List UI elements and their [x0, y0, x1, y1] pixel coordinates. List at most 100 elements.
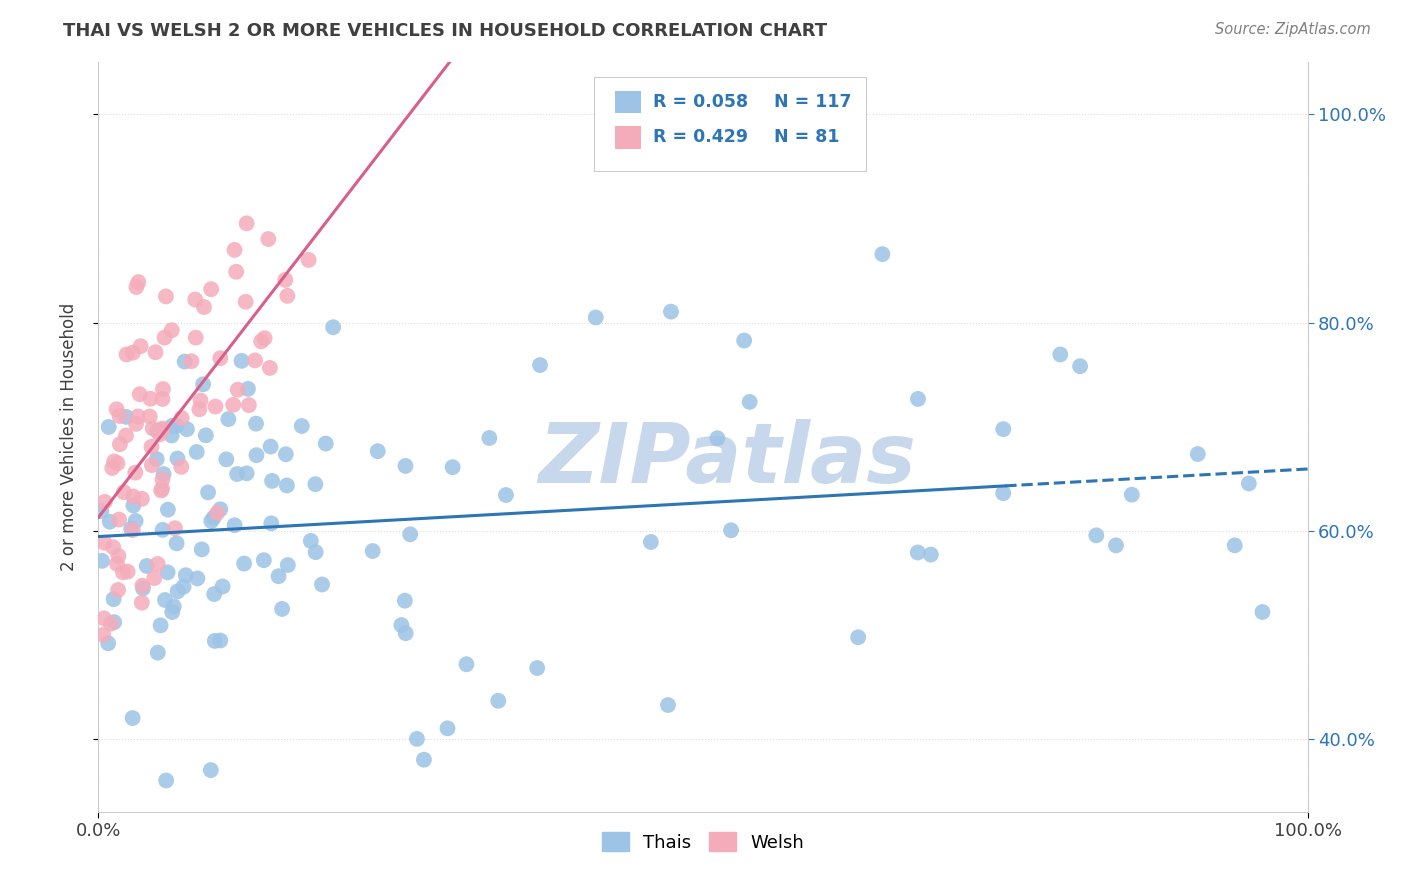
Point	[176, 422, 198, 436]
Point	[1085, 528, 1108, 542]
Point	[399, 527, 422, 541]
Point	[115, 347, 138, 361]
Point	[253, 331, 276, 345]
Point	[152, 392, 174, 406]
Point	[93, 611, 115, 625]
Point	[103, 592, 125, 607]
Point	[200, 763, 222, 777]
Legend: Thais, Welsh: Thais, Welsh	[595, 825, 811, 859]
Point	[125, 280, 148, 294]
Point	[217, 412, 239, 426]
Point	[186, 571, 208, 585]
Point	[305, 545, 328, 559]
Point	[111, 566, 134, 580]
Point	[122, 345, 145, 359]
Point	[456, 657, 478, 672]
Point	[191, 377, 214, 392]
Point	[215, 452, 238, 467]
Point	[311, 577, 333, 591]
Point	[257, 232, 280, 246]
Point	[202, 587, 225, 601]
Point	[139, 409, 162, 424]
Point	[127, 275, 149, 289]
Point	[1105, 538, 1128, 552]
Point	[233, 557, 256, 571]
Point	[235, 294, 257, 309]
Point	[149, 423, 172, 437]
Point	[253, 553, 276, 567]
Point	[166, 536, 188, 550]
Point	[124, 466, 146, 480]
Point	[128, 387, 150, 401]
Point	[93, 535, 115, 549]
Point	[184, 293, 207, 307]
Point	[93, 495, 115, 509]
Point	[193, 300, 215, 314]
Point	[108, 437, 131, 451]
Point	[529, 358, 551, 372]
Point	[149, 427, 172, 442]
Point	[993, 486, 1015, 500]
Point	[120, 522, 142, 536]
Point	[146, 452, 169, 467]
Point	[243, 353, 266, 368]
Point	[260, 516, 283, 531]
Point	[146, 646, 169, 660]
FancyBboxPatch shape	[595, 78, 866, 171]
Point	[149, 618, 172, 632]
Point	[235, 467, 257, 481]
Point	[145, 345, 167, 359]
Point	[166, 451, 188, 466]
Point	[91, 628, 114, 642]
Point	[170, 411, 193, 425]
Point	[143, 571, 166, 585]
Text: R = 0.058: R = 0.058	[654, 93, 748, 112]
Text: N = 117: N = 117	[775, 93, 852, 112]
Point	[226, 467, 249, 481]
Point	[122, 490, 145, 504]
Point	[204, 400, 226, 414]
Point	[153, 593, 176, 607]
Point	[186, 445, 208, 459]
Point	[526, 661, 548, 675]
Bar	[614, 91, 641, 113]
Text: N = 81: N = 81	[775, 128, 839, 146]
Point	[103, 615, 125, 629]
Point	[315, 436, 337, 450]
Point	[262, 474, 284, 488]
Point	[209, 633, 232, 648]
Point	[194, 428, 217, 442]
Point	[304, 477, 326, 491]
Point	[211, 580, 233, 594]
Point	[907, 392, 929, 406]
Point	[1237, 476, 1260, 491]
Point	[152, 523, 174, 537]
Point	[101, 461, 124, 475]
Point	[90, 504, 112, 518]
Point	[160, 323, 183, 337]
Point	[250, 334, 273, 349]
Point	[202, 510, 225, 524]
Point	[271, 602, 294, 616]
Point	[156, 566, 179, 580]
Point	[205, 506, 228, 520]
Point	[259, 360, 281, 375]
Point	[640, 535, 662, 549]
Point	[224, 243, 246, 257]
Point	[117, 565, 139, 579]
Point	[1069, 359, 1091, 374]
Point	[107, 582, 129, 597]
Point	[152, 382, 174, 396]
Point	[108, 409, 131, 423]
Point	[224, 518, 246, 533]
Bar	[614, 126, 641, 149]
Point	[1187, 447, 1209, 461]
Point	[121, 711, 143, 725]
Point	[153, 331, 176, 345]
Point	[585, 310, 607, 325]
Point	[156, 502, 179, 516]
Point	[152, 421, 174, 435]
Point	[112, 485, 135, 500]
Point	[105, 557, 128, 571]
Point	[141, 440, 163, 454]
